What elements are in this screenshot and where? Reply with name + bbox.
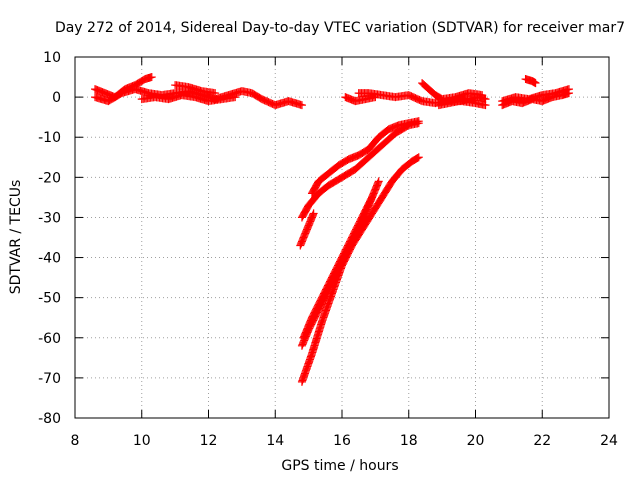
data-point	[564, 85, 573, 94]
x-tick-label: 10	[133, 433, 151, 449]
data-point	[414, 153, 423, 162]
y-tick-label: -20	[38, 170, 61, 186]
x-tick-label: 18	[400, 433, 418, 449]
data-series-11	[521, 75, 540, 88]
x-axis-label: GPS time / hours	[281, 458, 398, 474]
x-tick-label: 14	[266, 433, 284, 449]
y-tick-label: -60	[38, 331, 61, 347]
data-series-4	[171, 81, 220, 98]
x-tick-label: 22	[533, 433, 551, 449]
data-series-8	[434, 93, 490, 110]
x-tick-label: 20	[467, 433, 485, 449]
data-point	[211, 89, 220, 98]
y-tick-label: 0	[52, 90, 61, 106]
x-tick-label: 24	[600, 433, 618, 449]
grid	[75, 57, 609, 418]
data-point	[367, 194, 376, 203]
x-tick-label: 12	[200, 433, 218, 449]
y-tick-label: -50	[38, 291, 61, 307]
chart-title: Day 272 of 2014, Sidereal Day-to-day VTE…	[55, 20, 625, 36]
data-point	[231, 93, 240, 102]
x-tick-label: 8	[71, 433, 80, 449]
y-tick-label: -70	[38, 371, 61, 387]
data-point	[413, 153, 422, 162]
data-series-17	[299, 193, 377, 342]
y-tick-label: -40	[38, 251, 61, 267]
data-series	[91, 73, 573, 386]
data-series-12	[297, 119, 423, 222]
data-point	[481, 95, 490, 104]
y-tick-label: -10	[38, 130, 61, 146]
data-point	[414, 117, 423, 126]
y-tick-label: 10	[43, 50, 61, 66]
data-series-3	[137, 91, 240, 106]
data-point	[368, 193, 377, 202]
data-point	[147, 73, 156, 82]
y-tick-label: -30	[38, 210, 61, 226]
data-series-10	[498, 85, 573, 106]
data-series-13	[307, 117, 423, 198]
y-tick-label: -80	[38, 411, 61, 427]
x-tick-label: 16	[333, 433, 351, 449]
axis-ticks: 8 10 12 14 16 18 20 22 24 10 0 -10 -20 -30 -40 -50 -60 -7…	[38, 50, 618, 449]
y-axis-label: SDTVAR / TECUs	[8, 180, 24, 295]
data-point	[374, 177, 383, 186]
data-point	[531, 79, 540, 88]
data-point	[297, 101, 306, 110]
data-series-14	[296, 209, 318, 250]
data-series-16	[297, 153, 423, 386]
data-point	[309, 209, 318, 218]
